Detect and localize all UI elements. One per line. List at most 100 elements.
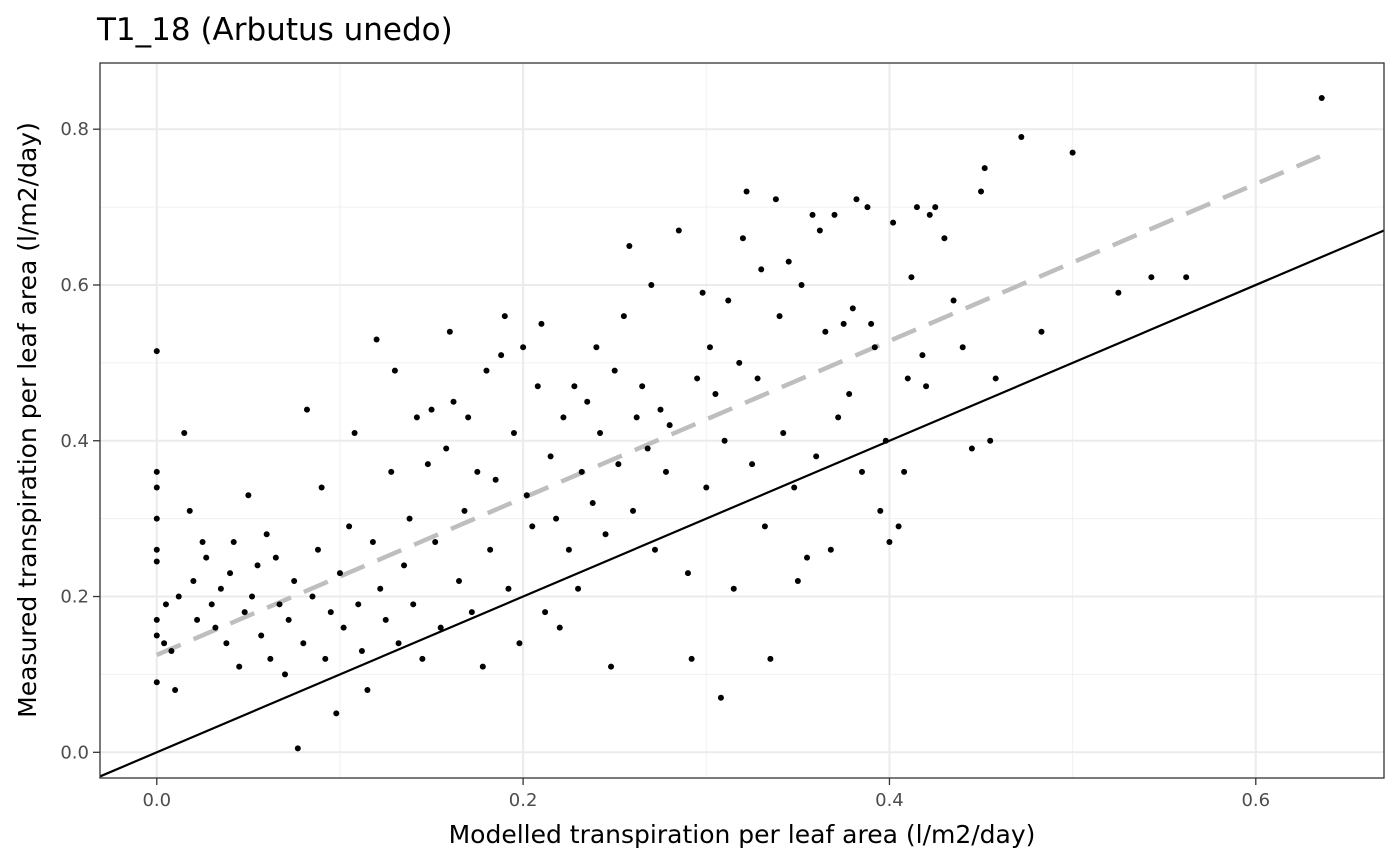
- data-point: [520, 344, 527, 351]
- data-point: [303, 406, 310, 413]
- data-point: [267, 655, 274, 662]
- grid-minor: [100, 63, 1384, 778]
- x-axis-title: Modelled transpiration per leaf area (l/…: [449, 820, 1036, 849]
- identity-line: [99, 229, 1385, 778]
- data-point: [153, 632, 160, 639]
- data-point: [926, 211, 933, 218]
- data-point: [465, 414, 472, 421]
- data-point: [388, 468, 395, 475]
- data-point: [510, 429, 517, 436]
- data-point: [413, 414, 420, 421]
- data-point: [1148, 274, 1155, 281]
- data-point: [981, 165, 988, 172]
- data-point: [161, 640, 168, 647]
- data-point: [461, 507, 468, 514]
- y-axis-ticks: 0.0 0.2 0.4 0.6 0.8: [60, 119, 100, 763]
- data-point: [314, 546, 321, 553]
- data-point: [827, 546, 834, 553]
- data-point: [538, 320, 545, 327]
- data-point: [992, 375, 999, 382]
- data-point: [322, 655, 329, 662]
- data-point: [516, 640, 523, 647]
- data-point: [780, 429, 787, 436]
- data-point: [611, 367, 618, 374]
- data-point: [406, 515, 413, 522]
- data-point: [923, 383, 930, 390]
- reference-lines: [99, 154, 1385, 778]
- data-point: [547, 453, 554, 460]
- data-point: [662, 468, 669, 475]
- data-point: [203, 554, 210, 561]
- data-point: [597, 429, 604, 436]
- data-point: [432, 539, 439, 546]
- data-point: [501, 313, 508, 320]
- y-axis-title: Measured transpiration per leaf area (l/…: [13, 122, 42, 718]
- data-point: [529, 523, 536, 530]
- data-point: [688, 655, 695, 662]
- data-point: [194, 616, 201, 623]
- data-point: [300, 640, 307, 647]
- data-point: [272, 554, 279, 561]
- data-point: [355, 601, 362, 608]
- data-point: [230, 539, 237, 546]
- data-point: [217, 585, 224, 592]
- data-point: [1115, 289, 1122, 296]
- data-point: [694, 375, 701, 382]
- data-point: [241, 609, 248, 616]
- data-point: [684, 570, 691, 577]
- data-point: [666, 422, 673, 429]
- data-point: [919, 352, 926, 359]
- data-point: [913, 204, 920, 211]
- data-points: [153, 95, 1325, 752]
- data-point: [630, 507, 637, 514]
- x-tick-label: 0.4: [875, 790, 904, 811]
- data-point: [333, 710, 340, 717]
- data-point: [1038, 328, 1045, 335]
- data-point: [758, 266, 765, 273]
- data-point: [327, 609, 334, 616]
- data-point: [736, 359, 743, 366]
- data-point: [712, 391, 719, 398]
- data-point: [908, 274, 915, 281]
- data-point: [754, 375, 761, 382]
- data-point: [794, 577, 801, 584]
- data-point: [835, 414, 842, 421]
- data-point: [212, 624, 219, 631]
- data-point: [941, 235, 948, 242]
- data-point: [804, 554, 811, 561]
- data-point: [474, 468, 481, 475]
- data-point: [437, 624, 444, 631]
- data-point: [281, 671, 288, 678]
- data-point: [505, 585, 512, 592]
- data-point: [639, 383, 646, 390]
- data-point: [822, 328, 829, 335]
- data-point: [223, 640, 230, 647]
- data-point: [717, 694, 724, 701]
- data-point: [153, 348, 160, 355]
- data-point: [871, 344, 878, 351]
- data-point: [199, 539, 206, 546]
- data-point: [208, 601, 215, 608]
- y-tick-label: 0.2: [60, 587, 89, 608]
- data-point: [849, 305, 856, 312]
- data-point: [382, 616, 389, 623]
- data-point: [346, 523, 353, 530]
- data-point: [895, 523, 902, 530]
- plot-panel-border: [99, 62, 1385, 779]
- data-point: [699, 289, 706, 296]
- data-point: [978, 188, 985, 195]
- data-point: [446, 328, 453, 335]
- data-point: [571, 383, 578, 390]
- data-point: [153, 515, 160, 522]
- data-point: [904, 375, 911, 382]
- data-point: [721, 437, 728, 444]
- data-point: [336, 570, 343, 577]
- data-point: [743, 188, 750, 195]
- data-point: [1018, 133, 1025, 140]
- data-point: [791, 484, 798, 491]
- data-point: [703, 484, 710, 491]
- data-point: [584, 398, 591, 405]
- x-tick-label: 0.6: [1241, 790, 1270, 811]
- data-point: [377, 585, 384, 592]
